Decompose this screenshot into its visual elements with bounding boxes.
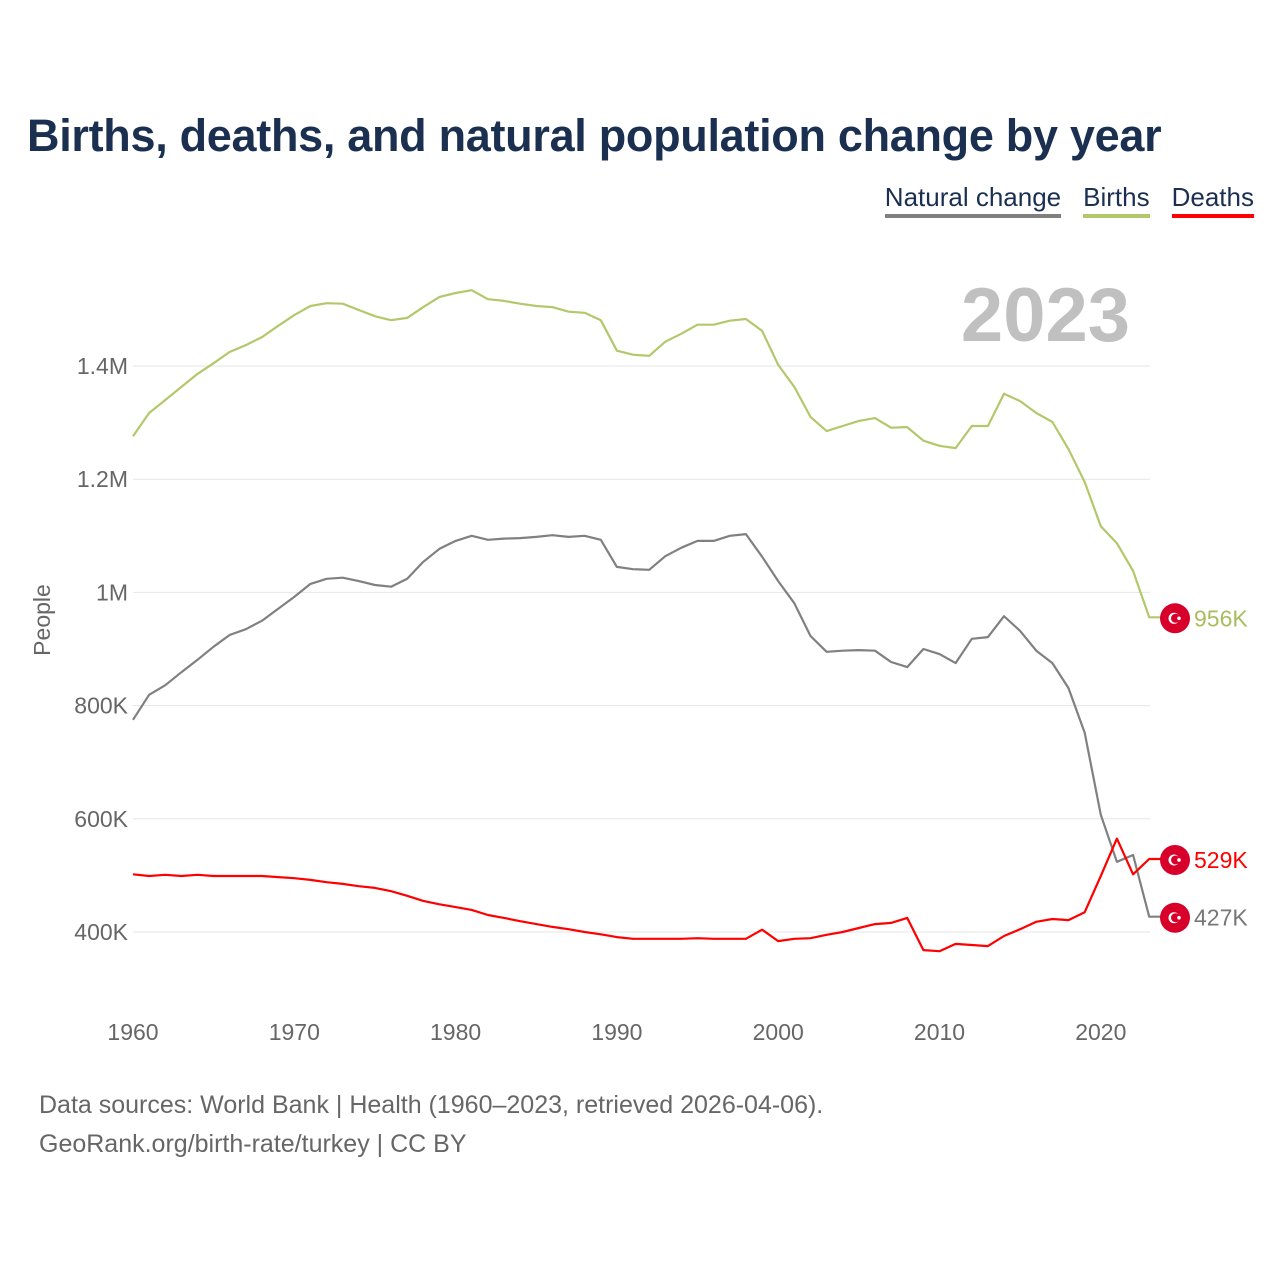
chart-title: Births, deaths, and natural population c… — [27, 110, 1162, 161]
footer: Data sources: World Bank | Health (1960–… — [39, 1086, 823, 1164]
x-tick-label: 2010 — [914, 1019, 965, 1045]
end-value-label: 529K — [1194, 847, 1248, 873]
data-source: Data sources: World Bank | Health (1960–… — [39, 1091, 824, 1119]
y-tick-label: 800K — [74, 693, 128, 719]
end-value-label: 427K — [1194, 905, 1248, 931]
y-tick-label: 1M — [96, 579, 128, 605]
crescent-icon — [1171, 613, 1180, 623]
end-value-label: 956K — [1194, 605, 1248, 631]
x-tick-label: 2000 — [753, 1019, 804, 1045]
y-tick-label: 600K — [74, 806, 128, 832]
star-icon — [1177, 858, 1181, 862]
series-line-natural-change — [132, 532, 1162, 918]
crescent-icon — [1171, 855, 1180, 865]
year-overlay: 2023 — [961, 273, 1130, 358]
x-tick-label: 1990 — [591, 1019, 642, 1045]
source-link[interactable]: GeoRank.org/birth-rate/turkey | CC BY — [39, 1130, 467, 1158]
y-axis-label: People — [29, 584, 55, 656]
series-line-deaths — [132, 837, 1162, 953]
y-tick-label: 1.4M — [77, 353, 128, 379]
series-line-births — [132, 289, 1162, 619]
legend-births[interactable]: Births — [1083, 182, 1150, 218]
x-tick-label: 1970 — [269, 1019, 320, 1045]
legend-deaths[interactable]: Deaths — [1171, 182, 1254, 218]
crescent-icon — [1171, 913, 1180, 923]
y-tick-label: 1.2M — [77, 466, 128, 492]
legend: Natural change Births Deaths — [884, 182, 1254, 218]
x-tick-label: 2020 — [1075, 1019, 1126, 1045]
legend-natural-change[interactable]: Natural change — [884, 182, 1062, 218]
y-tick-label: 400K — [74, 919, 128, 945]
star-icon — [1177, 915, 1181, 920]
star-icon — [1177, 616, 1181, 621]
x-tick-label: 1980 — [430, 1019, 481, 1045]
x-tick-label: 1960 — [107, 1019, 158, 1045]
